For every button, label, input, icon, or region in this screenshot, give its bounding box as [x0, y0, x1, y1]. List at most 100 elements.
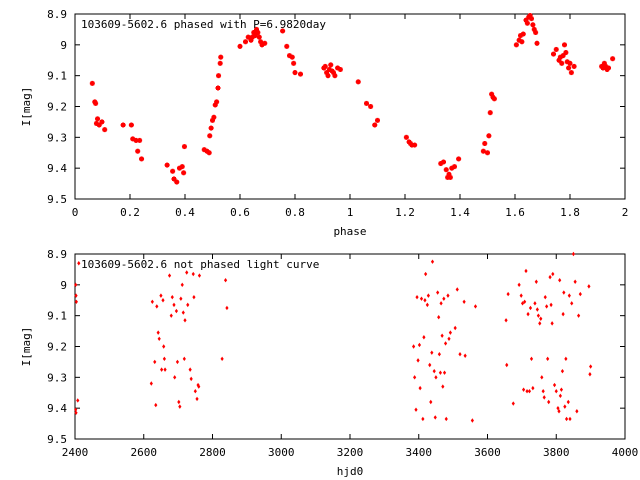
phased-data-point: [447, 174, 453, 180]
unphased-data-point: [422, 335, 426, 340]
unphased-data-point: [447, 336, 451, 341]
phased-data-point: [562, 42, 567, 48]
unphased-data-point: [455, 287, 459, 292]
phased-data-point: [252, 33, 258, 39]
unphased-data-point: [186, 302, 190, 308]
phased-data-point: [610, 56, 616, 62]
phased-data-point: [529, 16, 534, 22]
unphased-data-point: [423, 298, 427, 303]
unphased-data-point: [552, 382, 557, 388]
unphased-data-point: [554, 389, 558, 394]
phased-data-point: [139, 156, 145, 162]
unphased-data-point: [550, 321, 554, 326]
unphased-data-point: [557, 409, 561, 414]
unphased-data-point: [426, 293, 430, 298]
phased-data-point: [332, 73, 338, 79]
unphased-data-point: [444, 416, 448, 422]
unphased-data-point: [567, 293, 571, 298]
unphased-data-point: [533, 301, 537, 306]
unphased-data-point: [220, 356, 224, 362]
unphased-data-point: [161, 298, 165, 303]
phased-data-point: [445, 174, 451, 180]
unphased-data-point: [192, 294, 196, 300]
unphased-data-point: [193, 389, 197, 394]
unphased-data-point: [437, 352, 441, 357]
phased-x-tick-label: 1.6: [505, 206, 525, 219]
phased-y-tick-label: 8.9: [47, 8, 67, 21]
phased-data-point: [513, 42, 519, 48]
unphased-data-point: [156, 330, 160, 335]
phased-data-point: [409, 142, 415, 148]
phased-data-point: [326, 67, 332, 72]
phased-data-point: [214, 99, 220, 105]
unphased-data-point: [170, 294, 174, 300]
phased-data-point: [337, 67, 343, 72]
phased-data-point: [456, 156, 462, 162]
unphased-data-point: [587, 284, 591, 289]
unphased-data-point: [433, 415, 437, 420]
unphased-data-point: [169, 313, 173, 318]
unphased-data-point: [421, 416, 425, 422]
unphased-data-point: [74, 299, 78, 304]
phased-data-point: [368, 104, 374, 109]
unphased-data-point: [576, 313, 581, 318]
phased-data-point: [215, 85, 221, 91]
phased-data-point: [217, 60, 223, 66]
phased-data-point: [375, 117, 380, 123]
phased-x-tick-label: 0.2: [120, 206, 140, 219]
phased-data-point: [564, 59, 570, 65]
phased-x-tick-label: 0.8: [285, 206, 305, 219]
unphased-y-axis-label: I[mag]: [20, 327, 33, 367]
unphased-data-point: [189, 376, 193, 382]
unphased-data-point: [578, 291, 582, 297]
unphased-data-point: [504, 318, 508, 323]
unphased-data-point: [179, 296, 183, 301]
phased-data-point: [298, 71, 303, 77]
unphased-data-point: [225, 305, 229, 311]
unphased-data-point: [558, 278, 562, 283]
phased-data-point: [600, 65, 606, 71]
phased-data-point: [531, 26, 537, 32]
phased-data-point: [212, 102, 218, 108]
phased-data-point: [527, 13, 533, 19]
phased-x-tick-label: 1.4: [450, 206, 470, 219]
phased-x-axis-label: phase: [333, 225, 366, 238]
phased-data-point: [530, 22, 536, 28]
unphased-data-point: [441, 384, 445, 389]
unphased-data-point: [573, 279, 577, 284]
unphased-light-curve-plot: 2400 2600 2800 3000 3200 3400 3600 3800 4000 8.9 9…: [20, 248, 638, 478]
unphased-data-point: [524, 268, 528, 274]
unphased-data-point: [183, 318, 187, 323]
phased-data-point: [441, 159, 446, 165]
phased-data-point: [412, 142, 418, 148]
phased-data-point: [482, 141, 488, 146]
unphased-data-point: [535, 307, 539, 312]
phased-data-point: [331, 70, 336, 76]
phased-data-point: [249, 34, 255, 40]
unphased-data-point: [425, 302, 429, 308]
unphased-data-point: [153, 359, 157, 365]
phased-data-point: [164, 162, 170, 168]
unphased-data-point: [197, 273, 202, 278]
unphased-data-point: [547, 399, 551, 405]
unphased-data-point: [223, 278, 228, 283]
unphased-data-point: [163, 367, 167, 372]
unphased-data-point: [173, 375, 177, 380]
unphased-data-point: [182, 356, 186, 362]
phased-data-point: [280, 28, 286, 34]
unphased-data-point: [77, 261, 81, 266]
phased-data-point: [519, 39, 525, 45]
unphased-data-point: [568, 416, 572, 422]
phased-data-point: [128, 122, 134, 128]
unphased-data-point: [531, 385, 535, 391]
unphased-data-point: [417, 342, 422, 348]
unphased-data-point: [519, 293, 523, 298]
phased-data-point: [181, 170, 187, 176]
phased-data-point: [606, 65, 611, 71]
unphased-y-tick-label: 9.2: [47, 341, 67, 354]
phased-y-tick-label: 9.5: [47, 193, 67, 206]
phased-data-point: [243, 39, 248, 45]
phased-data-point: [328, 62, 334, 68]
phased-data-point: [201, 147, 207, 153]
